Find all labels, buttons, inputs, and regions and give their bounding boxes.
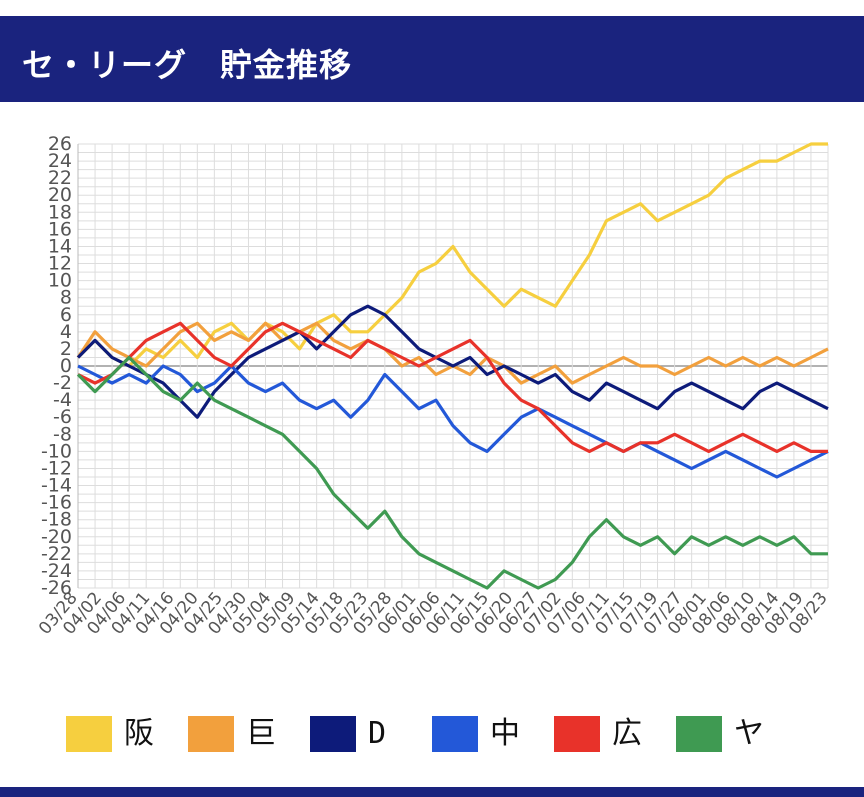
legend-swatch: [432, 716, 478, 752]
legend-swatch: [554, 716, 600, 752]
y-tick-label: 2: [60, 338, 72, 360]
series-line-広: [77, 321, 828, 453]
y-tick-label: 16: [48, 218, 72, 240]
series-line-D: [76, 304, 829, 419]
line-chart: -26-24-22-20-18-16-14-12-10-8-6-4-202468…: [35, 133, 832, 639]
legend-label: D: [368, 716, 387, 751]
legend-swatch: [676, 716, 722, 752]
legend-label: 広: [612, 716, 642, 751]
legend-label: 巨: [246, 716, 276, 751]
y-tick-label: 20: [48, 184, 72, 206]
y-tick-label: -22: [41, 543, 72, 565]
page-title: セ・リーグ 貯金推移: [22, 46, 353, 84]
y-tick-label: -14: [41, 475, 72, 497]
y-tick-label: 18: [48, 201, 72, 223]
legend-label: 阪: [124, 716, 154, 751]
y-tick-label: -24: [41, 560, 72, 582]
y-tick-label: -16: [41, 492, 72, 514]
y-tick-label: 6: [60, 304, 72, 326]
y-tick-label: 8: [60, 287, 72, 309]
y-tick-label: -12: [41, 457, 72, 479]
y-tick-label: 22: [48, 167, 72, 189]
y-tick-label: -20: [41, 526, 72, 548]
y-tick-label: -10: [41, 440, 72, 462]
series-line-阪: [76, 142, 828, 368]
y-tick-label: 10: [48, 270, 72, 292]
y-tick-label: 14: [48, 235, 72, 257]
y-tick-label: -18: [41, 509, 72, 531]
y-tick-label: -4: [53, 389, 72, 411]
page-header: セ・リーグ 貯金推移: [0, 16, 864, 102]
legend-swatch: [188, 716, 234, 752]
top-spacer: [0, 0, 864, 16]
y-tick-label: 4: [60, 321, 72, 343]
y-tick-label: -8: [53, 423, 72, 445]
legend-label: 中: [490, 716, 520, 751]
y-tick-label: -6: [53, 406, 72, 428]
footer-bar: [0, 787, 864, 797]
legend-swatch: [66, 716, 112, 752]
y-tick-label: -2: [53, 372, 72, 394]
y-tick-label: 12: [48, 253, 72, 275]
chart-area: -26 -24 -22 -20 -18 -16 -14 -12 -10 -8 -6 -4 -2 0 2 4 6 8…: [0, 120, 864, 680]
y-tick-label: 26: [48, 133, 72, 155]
series-line-ヤ: [76, 355, 828, 590]
legend-label: ヤ: [734, 716, 764, 751]
y-tick-label: 0: [60, 355, 72, 377]
y-tick-label: 24: [48, 150, 72, 172]
y-tick-label: -26: [41, 577, 72, 599]
legend-swatch: [310, 716, 356, 752]
